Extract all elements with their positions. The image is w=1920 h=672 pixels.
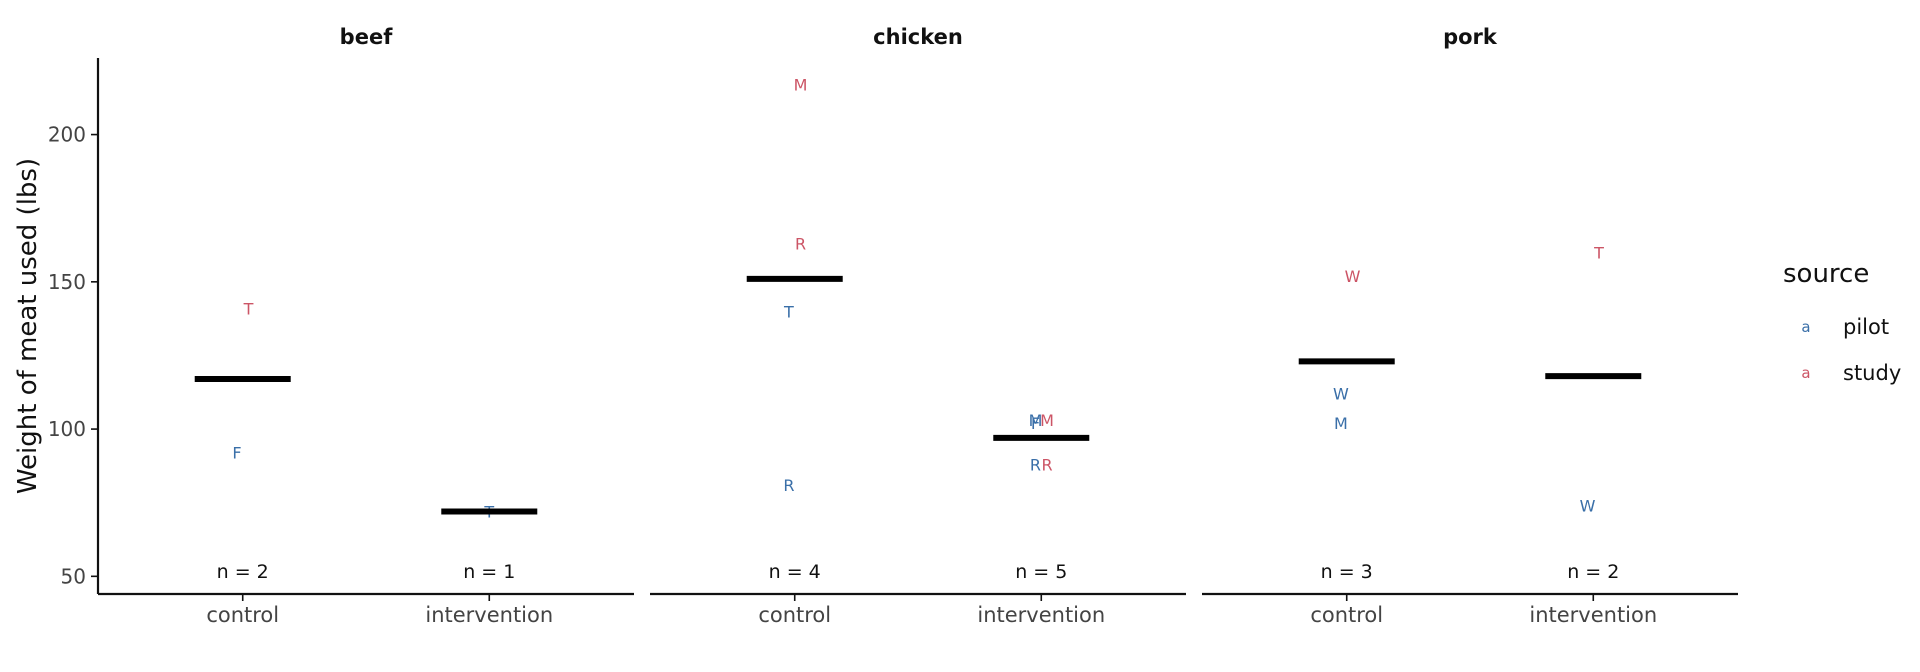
n-label: n = 4 [769, 561, 821, 583]
legend: source a pilot a study [1783, 259, 1901, 385]
data-point-study: T [243, 299, 254, 318]
data-point-study: M [1040, 411, 1054, 430]
legend-label-study: study [1843, 361, 1901, 385]
data-point-pilot: F [1031, 414, 1040, 433]
n-label: n = 1 [463, 561, 515, 583]
data-point-study: T [1593, 243, 1604, 262]
data-point-pilot: W [1580, 497, 1596, 516]
y-tick-label: 150 [48, 270, 86, 294]
data-point-pilot: F [232, 444, 241, 463]
y-axis: 50 100 150 200 [48, 58, 100, 594]
data-point-study: W [1345, 267, 1361, 286]
legend-label-pilot: pilot [1843, 315, 1889, 339]
x-tick-label: control [206, 603, 279, 627]
facet-title: chicken [873, 25, 963, 49]
data-point-pilot: M [1334, 414, 1348, 433]
n-label: n = 2 [1567, 561, 1619, 583]
data-point-pilot: R [783, 476, 794, 495]
legend-key-study: a [1801, 364, 1810, 382]
x-tick-label: intervention [425, 603, 553, 627]
facet-title: pork [1443, 25, 1498, 49]
facets-layer: beef control T Fn = 2 intervention Tn = 1 chic… [98, 25, 1738, 627]
x-tick-label: control [1310, 603, 1383, 627]
x-tick-label: intervention [977, 603, 1105, 627]
x-tick-label: intervention [1529, 603, 1657, 627]
n-label: n = 3 [1321, 561, 1373, 583]
legend-title: source [1783, 259, 1869, 289]
data-point-pilot: T [783, 302, 794, 321]
data-point-study: R [1042, 455, 1053, 474]
data-point-pilot: M [1029, 411, 1043, 430]
n-label: n = 2 [217, 561, 269, 583]
data-point-pilot: W [1333, 385, 1349, 404]
y-tick-label: 100 [48, 417, 86, 441]
y-axis-label: Weight of meat used (lbs) [13, 158, 43, 494]
data-point-study: R [795, 235, 806, 254]
legend-key-pilot: a [1801, 318, 1810, 336]
x-tick-label: control [758, 603, 831, 627]
data-point-pilot: R [1030, 455, 1041, 474]
facet-title: beef [340, 25, 394, 49]
n-label: n = 5 [1015, 561, 1067, 583]
y-tick-label: 200 [48, 123, 86, 147]
y-tick-label: 50 [61, 564, 86, 588]
data-point-study: M [794, 76, 808, 95]
